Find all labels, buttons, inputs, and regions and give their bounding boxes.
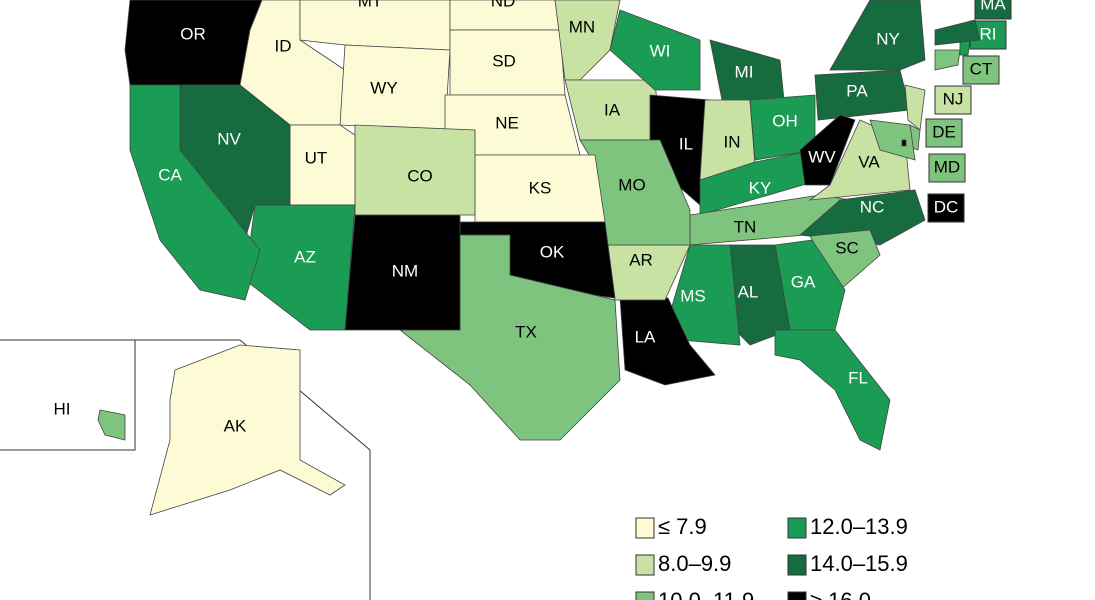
state-shape (619, 297, 716, 386)
state-label: NY (876, 29, 900, 48)
state-label: CO (407, 166, 433, 185)
state-label: GA (791, 272, 816, 291)
state-label: NE (495, 113, 519, 132)
state-label: MT (358, 0, 383, 10)
state-label: LA (635, 327, 656, 346)
legend: ≤ 7.9 12.0–13.9 8.0–9.9 14.0–15.9 10.0–11.9 ≥… (635, 514, 908, 600)
state-label: CA (158, 165, 182, 184)
state-label-box (928, 153, 966, 183)
state-shape (799, 114, 856, 186)
state-label: MS (680, 286, 706, 305)
state-label: SD (492, 51, 516, 70)
state-label: NM (392, 261, 418, 280)
state-label: PA (846, 81, 868, 100)
state-shape (97, 409, 126, 441)
state-label: MN (569, 17, 595, 36)
state-shape (901, 139, 907, 147)
state-label-box (962, 55, 1000, 85)
state-label: AK (224, 416, 247, 435)
state-label-box (974, 0, 1012, 20)
state-label: NJ (943, 89, 964, 108)
state-label: NV (217, 129, 241, 148)
state-label: DE (932, 122, 956, 141)
legend-swatch (635, 517, 655, 539)
state-label: MI (735, 62, 754, 81)
state-label: VA (858, 152, 880, 171)
legend-swatch (635, 591, 655, 600)
state-label: AR (629, 250, 653, 269)
state-label: IA (604, 100, 621, 119)
legend-label: 12.0–13.9 (810, 514, 908, 539)
state-shape (149, 344, 346, 516)
state-label: AL (738, 282, 759, 301)
state-label: ND (491, 0, 516, 10)
legend-swatch (787, 517, 807, 539)
state-label: OR (180, 24, 206, 43)
legend-swatch (635, 554, 655, 576)
state-label: IN (724, 132, 741, 151)
state-label: OH (772, 111, 798, 130)
state-label: CT (970, 59, 993, 78)
state-label: MO (618, 175, 645, 194)
states: OR ID MT ND WY SD NE MN IA WI MI IL IN OH KY TN PA NY WV VA… (54, 0, 1012, 516)
state-shape (774, 329, 891, 451)
legend-swatch (787, 554, 807, 576)
state-label: RI (980, 24, 997, 43)
state-shape (554, 0, 621, 81)
state-label: NC (860, 197, 885, 216)
alaska-inset-frame (135, 339, 371, 600)
state-label-box (927, 193, 965, 223)
state-label: FL (848, 368, 868, 387)
state-label: AZ (294, 247, 316, 266)
state-label: KS (529, 178, 552, 197)
legend-swatch (787, 591, 807, 600)
state-label: WV (808, 147, 836, 166)
legend-label: ≤ 7.9 (658, 514, 707, 539)
legend-label: 10.0–11.9 (658, 588, 754, 600)
state-shape (129, 84, 261, 301)
state-label: UT (305, 148, 328, 167)
state-label: OK (540, 242, 565, 261)
state-label: IL (679, 134, 693, 153)
state-label: ID (275, 36, 292, 55)
state-label-box (925, 118, 963, 148)
state-label: HI (54, 399, 71, 418)
state-label: WY (370, 78, 397, 97)
state-label-box (934, 85, 972, 115)
state-shape (609, 9, 701, 91)
state-label: TN (734, 217, 757, 236)
state-label: KY (749, 178, 772, 197)
state-label: TX (515, 322, 537, 341)
legend-label: 14.0–15.9 (810, 551, 908, 576)
legend-label: ≥ 16.0 (810, 588, 871, 600)
state-label: MD (934, 157, 960, 176)
state-shape (869, 119, 916, 161)
state-label: SC (835, 238, 859, 257)
state-label: DC (934, 197, 959, 216)
legend-label: 8.0–9.9 (658, 551, 731, 576)
state-shape (829, 0, 926, 71)
hawaii-inset-frame (0, 339, 136, 451)
state-label: WI (650, 41, 671, 60)
state-shape (934, 19, 981, 46)
state-label: MA (980, 0, 1006, 13)
state-shape (934, 49, 961, 71)
